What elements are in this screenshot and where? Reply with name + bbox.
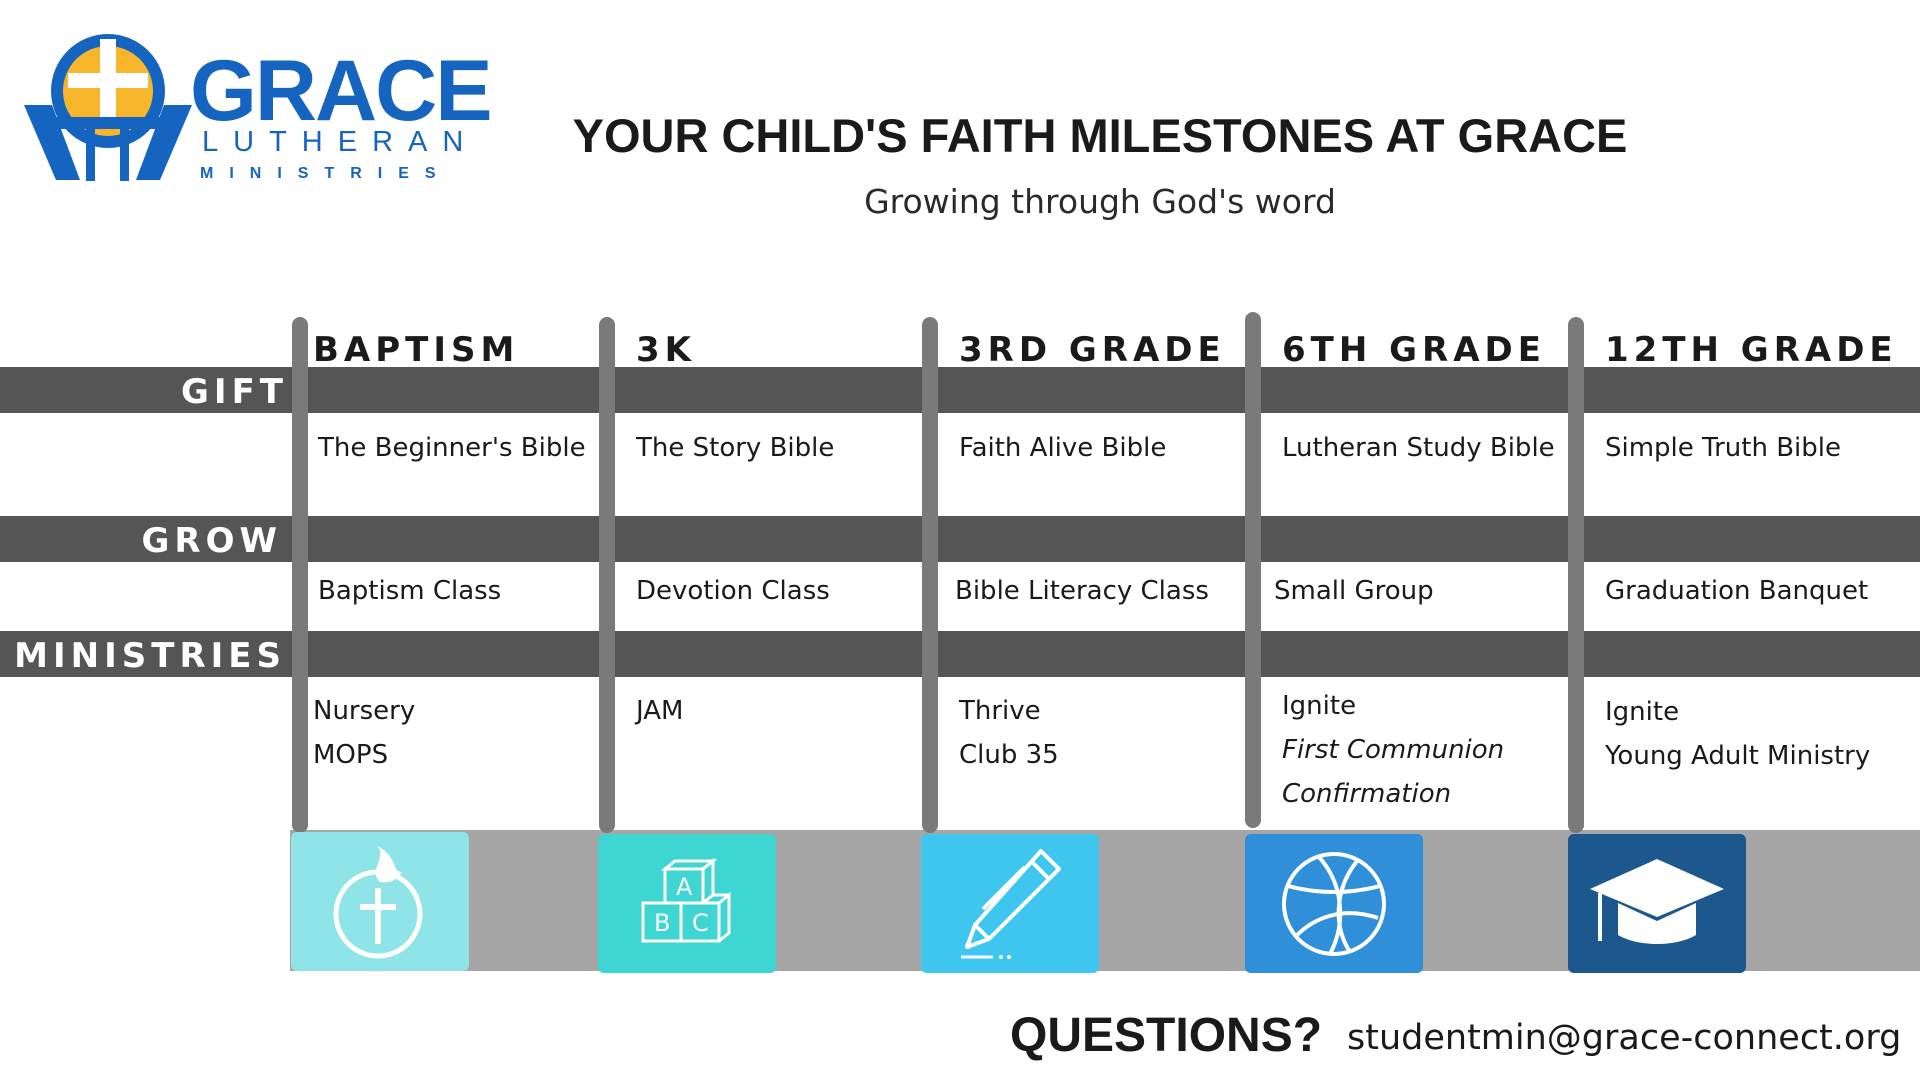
row-label-grow: GROW: [141, 521, 282, 561]
ministry-item: Ignite: [1282, 691, 1357, 721]
svg-text:C: C: [692, 909, 709, 937]
ministry-item: Nursery: [313, 696, 416, 726]
stage-title-3k: 3K: [636, 330, 697, 370]
stage-title-12th-grade: 12TH GRADE: [1605, 330, 1898, 370]
logo-lutheran-text: LUTHERAN: [202, 126, 479, 158]
church-cross-emblem-icon: [24, 34, 192, 181]
logo-ministries-text: MINISTRIES: [200, 165, 452, 182]
ministries-3k: JAM: [636, 689, 683, 733]
svg-text:A: A: [676, 873, 693, 901]
stage-divider-3k: [599, 317, 615, 833]
gift-3rd-grade: Faith Alive Bible: [959, 433, 1167, 463]
grow-3k: Devotion Class: [636, 576, 830, 606]
tile-baptism: [291, 832, 469, 971]
ministries-12th-grade: Ignite Young Adult Ministry: [1605, 690, 1870, 778]
grow-12th-grade: Graduation Banquet: [1605, 576, 1869, 606]
gift-3k: The Story Bible: [636, 433, 835, 463]
stage-divider-baptism: [292, 317, 308, 833]
ministry-item: Confirmation: [1282, 779, 1452, 809]
stage-divider-6th-grade: [1245, 312, 1261, 828]
ministries-baptism: Nursery MOPS: [313, 689, 415, 777]
grow-3rd-grade: Bible Literacy Class: [955, 576, 1209, 606]
stage-title-3rd-grade: 3RD GRADE: [959, 330, 1226, 370]
row-label-gift: GIFT: [181, 372, 288, 412]
ministry-item: MOPS: [313, 740, 389, 770]
ministry-item: Young Adult Ministry: [1605, 741, 1871, 771]
stage-divider-3rd-grade: [922, 317, 938, 833]
grow-6th-grade: Small Group: [1274, 576, 1434, 606]
grow-band: [0, 516, 1920, 562]
ministry-item: Club 35: [959, 740, 1059, 770]
grace-logo: GRACE LUTHERAN MINISTRIES: [20, 25, 493, 190]
page-subtitle: Growing through God's word: [864, 182, 1336, 221]
gift-band: [0, 367, 1920, 413]
row-label-ministries: MINISTRIES: [14, 636, 286, 676]
graduation-cap-icon: [1590, 858, 1724, 944]
basketball-icon: [1282, 851, 1386, 956]
tile-3k: A B C: [598, 834, 776, 973]
abc-blocks-icon: A B C: [641, 857, 731, 942]
ministry-item: JAM: [636, 696, 684, 726]
page-title: YOUR CHILD'S FAITH MILESTONES AT GRACE: [572, 109, 1628, 162]
svg-text:B: B: [654, 909, 670, 937]
gift-baptism: The Beginner's Bible: [318, 433, 586, 463]
logo-grace-text: GRACE: [190, 43, 493, 139]
pencil-icon: [961, 848, 1061, 959]
ministries-6th-grade: Ignite First Communion Confirmation: [1282, 684, 1504, 816]
ministries-band: [0, 631, 1920, 677]
ministry-item: First Communion: [1282, 735, 1505, 765]
contact-email[interactable]: studentmin@grace-connect.org: [1347, 1018, 1902, 1058]
ministries-3rd-grade: Thrive Club 35: [959, 689, 1059, 777]
stage-divider-12th-grade: [1568, 317, 1584, 833]
baptism-cross-flame-icon: [333, 845, 423, 958]
tile-3rd-grade: [921, 834, 1099, 973]
stage-title-baptism: BAPTISM: [313, 330, 520, 370]
gift-12th-grade: Simple Truth Bible: [1605, 433, 1841, 463]
tile-12th-grade: [1568, 834, 1746, 973]
tile-6th-grade: [1245, 834, 1423, 973]
ministry-item: Thrive: [959, 696, 1041, 726]
questions-label: QUESTIONS?: [1010, 1009, 1323, 1062]
gift-6th-grade: Lutheran Study Bible: [1282, 433, 1555, 463]
ministry-item: Ignite: [1605, 697, 1680, 727]
grow-baptism: Baptism Class: [318, 576, 502, 606]
stage-title-6th-grade: 6TH GRADE: [1282, 330, 1546, 370]
